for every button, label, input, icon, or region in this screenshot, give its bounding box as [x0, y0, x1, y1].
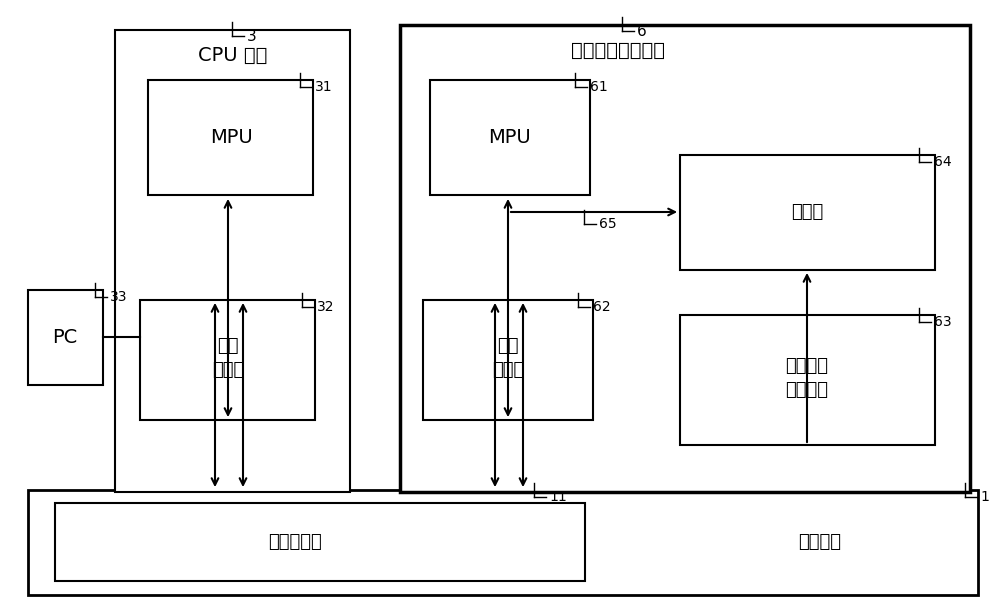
- Text: 31: 31: [315, 80, 333, 94]
- Text: MPU: MPU: [489, 127, 531, 146]
- Text: 62: 62: [593, 300, 611, 314]
- Bar: [148, 80, 313, 195]
- Text: 基础单元: 基础单元: [798, 533, 841, 551]
- Text: 运算部: 运算部: [791, 203, 823, 221]
- Text: 总线控制部: 总线控制部: [268, 533, 322, 551]
- Text: 11: 11: [549, 490, 567, 504]
- Text: 33: 33: [110, 290, 128, 304]
- Bar: [115, 30, 350, 492]
- Bar: [140, 300, 315, 420]
- Text: 64: 64: [934, 155, 952, 169]
- Bar: [400, 25, 970, 492]
- Bar: [680, 315, 935, 445]
- Text: 6: 6: [637, 23, 647, 39]
- Text: 32: 32: [317, 300, 335, 314]
- Text: MPU: MPU: [210, 127, 252, 146]
- Bar: [423, 300, 593, 420]
- Text: 65: 65: [599, 217, 617, 231]
- Bar: [28, 290, 103, 385]
- Bar: [680, 155, 935, 270]
- Bar: [28, 490, 978, 595]
- Text: 总线
控制部: 总线 控制部: [492, 337, 524, 379]
- Text: 63: 63: [934, 315, 952, 329]
- Bar: [430, 80, 590, 195]
- Text: CPU 单元: CPU 单元: [198, 45, 268, 64]
- Text: 1: 1: [980, 490, 989, 504]
- Text: 61: 61: [590, 80, 608, 94]
- Text: 模拟数字
变换装置: 模拟数字 变换装置: [785, 357, 828, 399]
- Text: 总线
控制部: 总线 控制部: [212, 337, 244, 379]
- Text: PC: PC: [52, 327, 78, 346]
- Text: 模拟数字变换单元: 模拟数字变换单元: [571, 40, 665, 59]
- Bar: [55, 503, 585, 581]
- Text: 3: 3: [247, 29, 257, 43]
